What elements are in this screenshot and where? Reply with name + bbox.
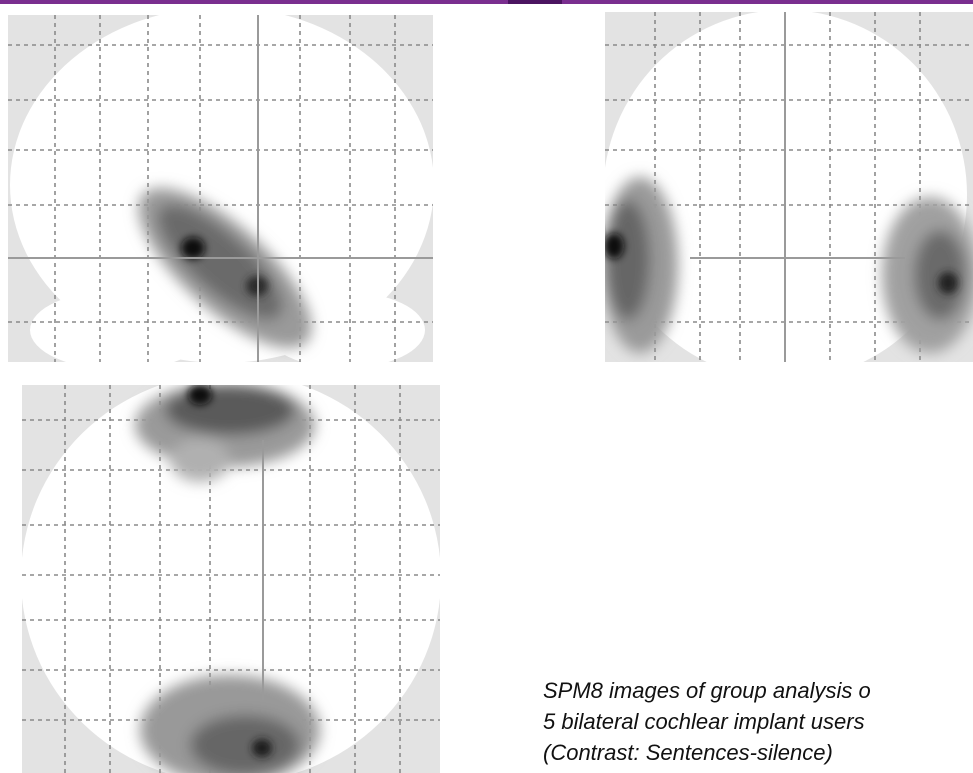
- caption-line: SPM8 images of group analysis o: [543, 678, 871, 703]
- top-bar-tab: [508, 0, 562, 4]
- coronal-panel: [602, 10, 973, 380]
- top-bar: [0, 0, 973, 4]
- slide: SPM8 images of group analysis o 5 bilate…: [0, 0, 973, 773]
- caption-line: (Contrast: Sentences-silence): [543, 740, 833, 765]
- caption: SPM8 images of group analysis o 5 bilate…: [543, 678, 871, 765]
- caption-line: 5 bilateral cochlear implant users: [543, 709, 865, 734]
- sagittal-panel: [8, 7, 434, 373]
- axial-panel: [21, 373, 441, 773]
